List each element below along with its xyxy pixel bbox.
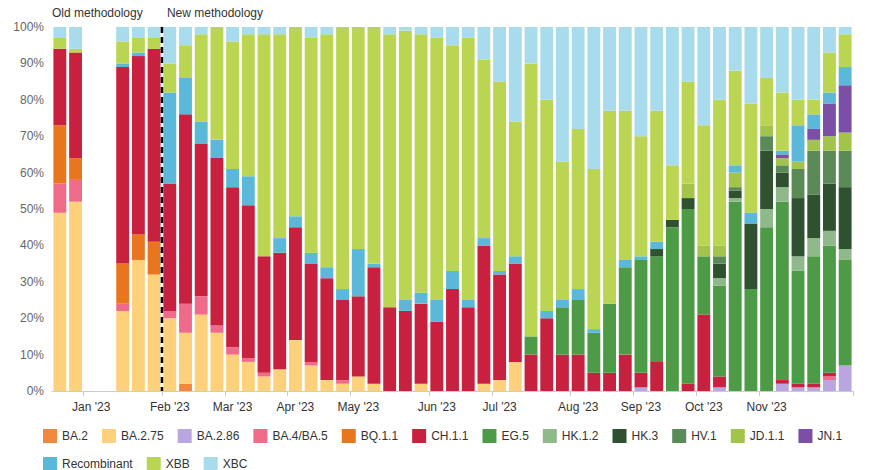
svg-text:BA.4/BA.5: BA.4/BA.5 (272, 429, 328, 443)
svg-text:Recombinant: Recombinant (62, 457, 133, 470)
svg-text:XBC: XBC (223, 457, 248, 470)
svg-text:30%: 30% (20, 275, 44, 289)
svg-text:Feb '23: Feb '23 (150, 400, 190, 414)
svg-text:40%: 40% (20, 238, 44, 252)
svg-text:Sep '23: Sep '23 (621, 400, 662, 414)
svg-text:70%: 70% (20, 129, 44, 143)
svg-text:Old methodology: Old methodology (52, 6, 143, 20)
svg-text:BA.2: BA.2 (62, 429, 88, 443)
svg-text:10%: 10% (20, 348, 44, 362)
svg-text:Jun '23: Jun '23 (418, 400, 457, 414)
svg-text:Apr '23: Apr '23 (277, 400, 315, 414)
svg-text:EG.5: EG.5 (501, 429, 529, 443)
svg-text:50%: 50% (20, 202, 44, 216)
svg-text:80%: 80% (20, 93, 44, 107)
svg-text:HK.3: HK.3 (632, 429, 659, 443)
svg-text:XBB: XBB (166, 457, 190, 470)
svg-text:JD.1.1: JD.1.1 (750, 429, 785, 443)
svg-text:Jul '23: Jul '23 (482, 400, 517, 414)
svg-text:60%: 60% (20, 166, 44, 180)
svg-text:New methodology: New methodology (167, 6, 263, 20)
svg-text:90%: 90% (20, 56, 44, 70)
svg-text:Oct '23: Oct '23 (685, 400, 723, 414)
svg-text:BQ.1.1: BQ.1.1 (361, 429, 399, 443)
svg-text:May '23: May '23 (337, 400, 379, 414)
svg-text:BA.2.86: BA.2.86 (197, 429, 240, 443)
svg-text:20%: 20% (20, 311, 44, 325)
svg-text:0%: 0% (27, 384, 45, 398)
svg-text:HK.1.2: HK.1.2 (562, 429, 599, 443)
svg-text:Jan '23: Jan '23 (72, 400, 111, 414)
svg-text:Aug '23: Aug '23 (558, 400, 599, 414)
svg-text:CH.1.1: CH.1.1 (431, 429, 469, 443)
svg-text:Nov '23: Nov '23 (746, 400, 787, 414)
svg-text:HV.1: HV.1 (691, 429, 717, 443)
svg-text:100%: 100% (13, 20, 44, 34)
svg-text:Mar '23: Mar '23 (213, 400, 253, 414)
svg-text:BA.2.75: BA.2.75 (121, 429, 164, 443)
svg-text:JN.1: JN.1 (817, 429, 842, 443)
